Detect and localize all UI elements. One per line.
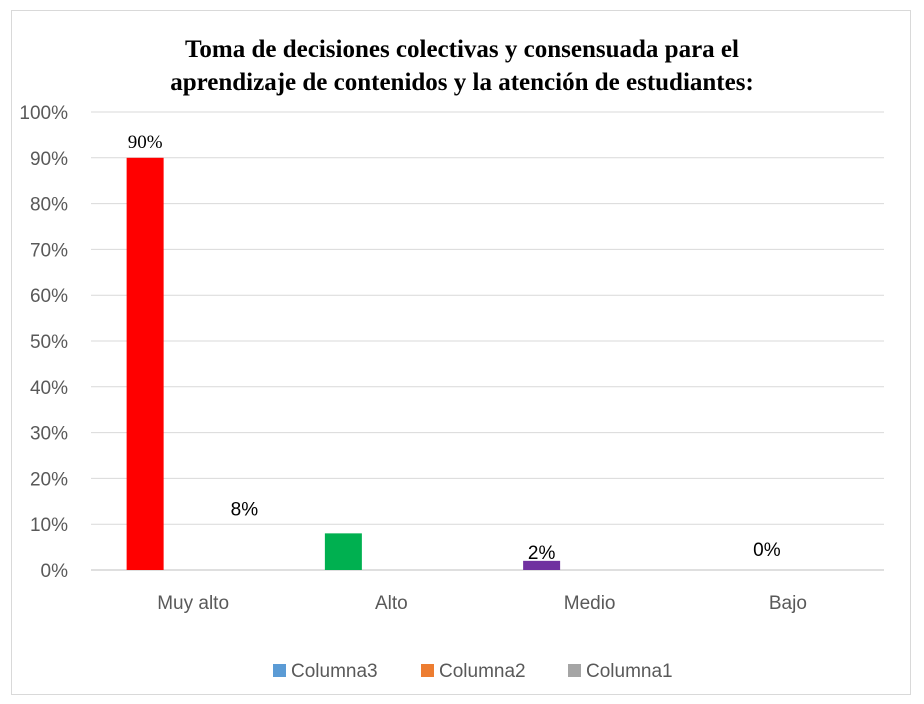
x-category-label: Muy alto <box>157 593 229 614</box>
y-tick-label: 100% <box>19 103 68 124</box>
y-tick-label: 20% <box>30 469 68 490</box>
x-category-label: Bajo <box>769 593 807 614</box>
chart-title: Toma de decisiones colectivas y consensu… <box>0 33 924 99</box>
data-label: 8% <box>231 499 259 520</box>
legend-swatch <box>568 664 581 677</box>
data-label: 0% <box>753 540 781 561</box>
bar-medio <box>523 560 561 570</box>
chart-title-suffix: : <box>745 69 754 96</box>
y-tick-label: 90% <box>30 149 68 170</box>
bar-alto <box>324 533 362 570</box>
legend-swatch <box>421 664 434 677</box>
data-label-background <box>202 493 289 524</box>
bar-muy-alto <box>126 157 164 571</box>
y-tick-label: 40% <box>30 378 68 399</box>
y-tick-label: 30% <box>30 424 68 445</box>
y-tick-label: 80% <box>30 195 68 216</box>
data-label: 2% <box>528 543 556 564</box>
x-category-label: Alto <box>375 593 408 614</box>
legend-entry: Columna2 <box>439 661 526 682</box>
legend-swatch <box>273 664 286 677</box>
y-tick-label: 50% <box>30 332 68 353</box>
chart-title-line-1: Toma de decisiones colectivas y consensu… <box>185 36 739 63</box>
y-tick-label: 70% <box>30 240 68 261</box>
data-label: 90% <box>128 132 163 153</box>
x-category-label: Medio <box>564 593 616 614</box>
y-tick-label: 60% <box>30 286 68 307</box>
legend-entry: Columna3 <box>291 661 378 682</box>
legend-entry: Columna1 <box>586 661 673 682</box>
y-tick-label: 0% <box>41 561 69 582</box>
y-tick-label: 10% <box>30 515 68 536</box>
chart-title-line-2: aprendizaje de contenidos y la atención … <box>170 69 746 96</box>
